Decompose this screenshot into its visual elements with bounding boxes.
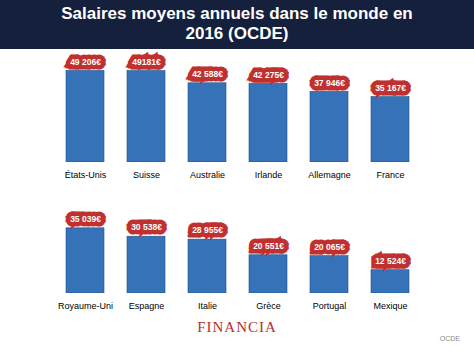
svg-text:28 955€: 28 955€ [192,225,223,235]
svg-text:États-Unis: États-Unis [65,170,107,180]
svg-text:42 275€: 42 275€ [253,70,284,80]
svg-text:20 065€: 20 065€ [314,242,345,252]
svg-text:35 039€: 35 039€ [70,214,101,224]
svg-text:12 524€: 12 524€ [375,256,406,266]
svg-text:Australie: Australie [190,170,225,180]
svg-text:49181€: 49181€ [132,57,161,67]
svg-text:42 588€: 42 588€ [192,69,223,79]
svg-text:France: France [376,170,404,180]
html-text:Salaires moyens annuels dans l: Salaires moyens annuels dans le monde en… [61,4,413,43]
svg-text:49 206€: 49 206€ [70,57,101,67]
svg-text:35 167€: 35 167€ [375,83,406,93]
svg-text:Espagne: Espagne [129,301,165,311]
svg-text:30 538€: 30 538€ [131,222,162,232]
svg-text:Grèce: Grèce [256,301,281,311]
svg-text:Royaume-Uni: Royaume-Uni [58,301,113,311]
svg-text:Suisse: Suisse [133,170,160,180]
svg-text:Mexique: Mexique [373,301,407,311]
svg-text:Italie: Italie [198,301,217,311]
svg-text:Allemagne: Allemagne [308,170,351,180]
svg-text:Portugal: Portugal [313,301,347,311]
html-text:FINANCIA: FINANCIA [197,319,277,335]
svg-text:37 946€: 37 946€ [314,78,345,88]
html-text:OCDE: OCDE [439,335,460,342]
svg-text:20 551€: 20 551€ [253,241,284,251]
svg-text:Irlande: Irlande [255,170,283,180]
